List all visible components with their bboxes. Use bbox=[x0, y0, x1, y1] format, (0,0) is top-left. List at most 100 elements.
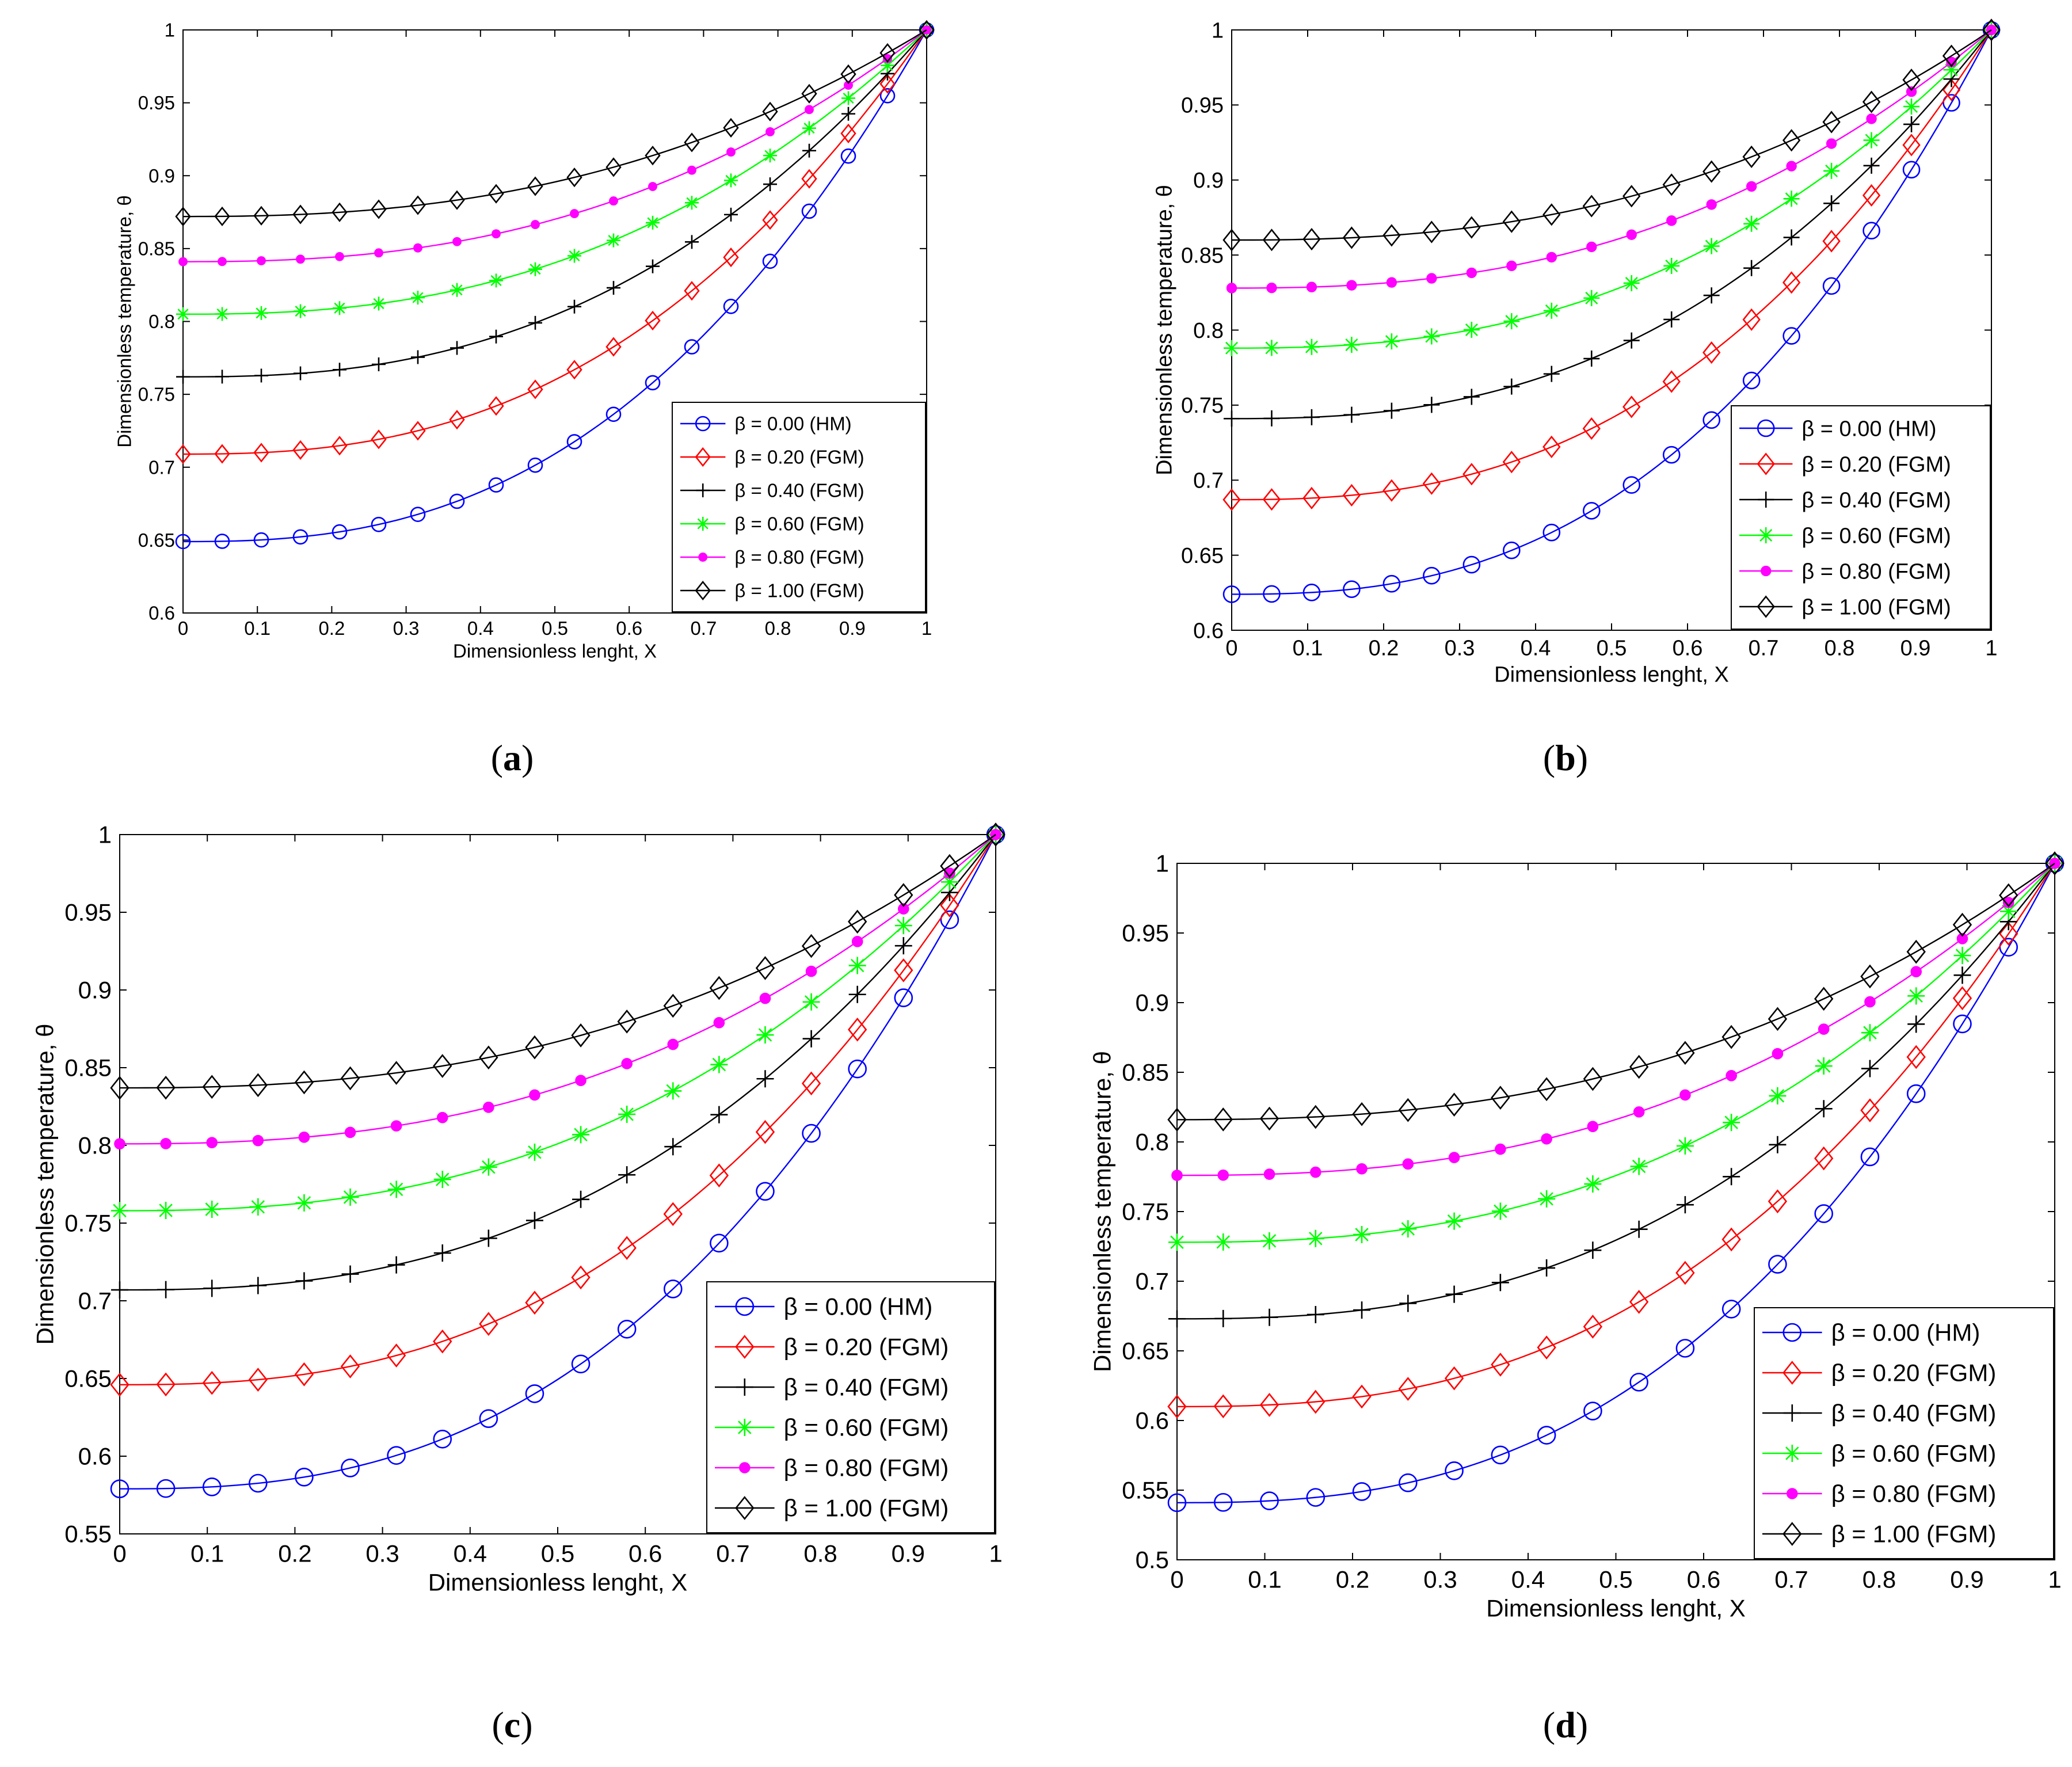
data-point bbox=[157, 1281, 175, 1298]
y-tick-label: 0.7 bbox=[1193, 469, 1224, 493]
legend-label: β = 0.60 (FGM) bbox=[734, 513, 864, 535]
legend-marker bbox=[1758, 527, 1774, 543]
data-point bbox=[249, 1277, 267, 1294]
data-point bbox=[294, 304, 307, 318]
legend-marker bbox=[1757, 595, 1775, 618]
data-point bbox=[218, 257, 227, 266]
data-point bbox=[713, 1017, 725, 1029]
x-axis-label: Dimensionless lenght, X bbox=[428, 1569, 688, 1596]
x-tick-label: 0.5 bbox=[1599, 1566, 1632, 1593]
legend-box bbox=[706, 1281, 995, 1533]
data-point bbox=[1623, 275, 1640, 291]
data-point bbox=[1783, 191, 1800, 207]
data-point bbox=[1167, 1493, 1187, 1513]
data-point bbox=[762, 253, 778, 269]
data-point bbox=[1862, 184, 1881, 207]
x-tick-label: 0.2 bbox=[278, 1540, 311, 1567]
data-point bbox=[449, 410, 465, 430]
data-point bbox=[479, 1045, 498, 1070]
data-point bbox=[1786, 161, 1797, 172]
data-point bbox=[1224, 340, 1240, 356]
y-tick-label: 0.6 bbox=[1136, 1407, 1169, 1434]
data-point bbox=[1587, 1121, 1599, 1133]
y-tick-label: 0.7 bbox=[148, 456, 175, 478]
data-point bbox=[664, 1138, 682, 1156]
data-point bbox=[248, 1368, 268, 1392]
data-point bbox=[1167, 1394, 1187, 1419]
data-point bbox=[1952, 986, 1972, 1011]
data-point bbox=[1768, 1189, 1788, 1214]
data-point bbox=[723, 117, 739, 138]
data-point bbox=[1666, 215, 1677, 226]
data-point bbox=[175, 444, 191, 464]
x-tick-label: 0 bbox=[178, 618, 188, 639]
data-point bbox=[571, 1265, 591, 1290]
legend-marker bbox=[1782, 1522, 1802, 1546]
data-point bbox=[1583, 1315, 1603, 1339]
data-point bbox=[175, 207, 191, 227]
data-point bbox=[1463, 321, 1480, 338]
data-point bbox=[332, 436, 348, 456]
data-point bbox=[294, 1362, 314, 1387]
data-point bbox=[387, 1256, 405, 1274]
data-point bbox=[755, 1119, 775, 1144]
data-point bbox=[411, 350, 425, 364]
y-tick-label: 0.9 bbox=[1136, 989, 1169, 1016]
data-point bbox=[341, 1458, 360, 1477]
data-point bbox=[479, 1312, 498, 1336]
x-tick-label: 0.7 bbox=[690, 618, 717, 639]
y-tick-label: 0.8 bbox=[1193, 319, 1224, 343]
data-point bbox=[1343, 580, 1361, 598]
data-point bbox=[1743, 215, 1760, 232]
legend-marker bbox=[736, 1378, 753, 1396]
data-point bbox=[607, 233, 620, 247]
series-1 bbox=[1222, 18, 2001, 511]
data-point bbox=[1861, 1024, 1879, 1042]
y-tick-label: 0.7 bbox=[78, 1288, 112, 1315]
data-point bbox=[724, 173, 738, 188]
data-point bbox=[452, 237, 462, 246]
data-point bbox=[567, 299, 581, 314]
data-point bbox=[488, 184, 504, 204]
data-point bbox=[1538, 1190, 1556, 1208]
y-tick-label: 0.75 bbox=[1122, 1198, 1169, 1225]
data-point bbox=[110, 1479, 130, 1498]
data-point bbox=[1818, 1023, 1830, 1035]
data-point bbox=[1383, 333, 1400, 350]
data-point bbox=[1542, 435, 1561, 458]
data-point bbox=[1772, 1048, 1784, 1060]
data-point bbox=[1342, 226, 1361, 249]
legend-label: β = 0.20 (FGM) bbox=[1831, 1359, 1997, 1387]
data-point bbox=[1543, 302, 1560, 319]
data-point bbox=[340, 1066, 360, 1091]
data-point bbox=[1491, 1086, 1510, 1110]
data-point bbox=[1491, 1274, 1509, 1292]
series-line bbox=[1232, 29, 1993, 595]
y-tick-label: 0.9 bbox=[1193, 169, 1224, 193]
data-point bbox=[944, 867, 955, 879]
data-point bbox=[1910, 966, 1922, 978]
data-point bbox=[1398, 1377, 1418, 1401]
x-tick-label: 0.6 bbox=[1673, 637, 1703, 661]
data-point bbox=[645, 310, 661, 331]
data-point bbox=[1583, 290, 1600, 306]
data-point bbox=[940, 910, 959, 930]
data-point bbox=[848, 1059, 867, 1079]
data-point bbox=[340, 1354, 360, 1378]
data-point bbox=[479, 1158, 497, 1176]
data-point bbox=[1586, 241, 1597, 253]
data-point bbox=[1302, 584, 1321, 601]
data-point bbox=[1721, 1300, 1741, 1319]
data-point bbox=[413, 243, 422, 253]
data-point bbox=[1502, 210, 1521, 233]
data-point bbox=[1866, 113, 1877, 124]
data-point bbox=[253, 443, 269, 463]
data-point bbox=[1214, 1309, 1232, 1327]
data-point bbox=[160, 1138, 172, 1149]
data-point bbox=[801, 203, 817, 219]
data-point bbox=[1622, 395, 1641, 418]
data-point bbox=[1907, 987, 1925, 1005]
y-tick-label: 0.85 bbox=[1181, 243, 1224, 268]
data-point bbox=[1541, 1133, 1552, 1145]
data-point bbox=[1742, 308, 1761, 331]
